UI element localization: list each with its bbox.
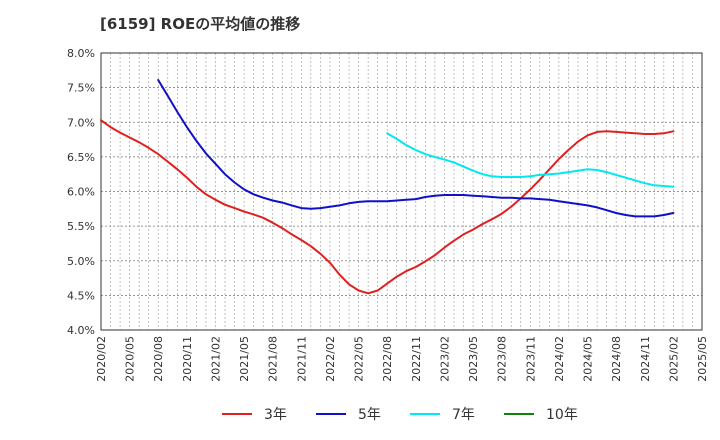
series-line <box>100 119 675 295</box>
legend-label: 3年 <box>264 407 287 423</box>
x-tick-label: 2020/08 <box>152 336 165 382</box>
x-tick-label: 2023/05 <box>467 336 480 382</box>
legend-label: 7年 <box>452 407 475 423</box>
x-tick-label: 2022/05 <box>353 336 366 382</box>
x-tick-label: 2022/08 <box>381 336 394 382</box>
y-tick-label: 8.0% <box>67 47 95 60</box>
x-tick-label: 2023/02 <box>438 336 451 382</box>
series-layer <box>100 79 675 295</box>
x-tick-label: 2025/02 <box>667 336 680 382</box>
x-tick-label: 2024/05 <box>582 336 595 382</box>
x-tick-label: 2021/11 <box>295 336 308 382</box>
y-tick-label: 6.5% <box>67 151 95 164</box>
x-tick-label: 2024/08 <box>610 336 623 382</box>
x-tick-label: 2023/08 <box>496 336 509 382</box>
y-tick-label: 4.5% <box>67 289 95 302</box>
axis-layer: 4.0% 4.5% 5.0% 5.5% 6.0% 6.5% 7.0% 7.5% 8.0% 2020… <box>67 47 709 382</box>
x-tick-label: 2023/11 <box>524 336 537 382</box>
legend: 3年 5年 7年 10年 <box>222 407 578 423</box>
x-tick-label: 2021/05 <box>238 336 251 382</box>
y-tick-label: 7.0% <box>67 116 95 129</box>
x-tick-label: 2020/11 <box>181 336 194 382</box>
y-tick-label: 5.5% <box>67 220 95 233</box>
series-line <box>157 79 675 218</box>
x-tick-label: 2020/02 <box>95 336 108 382</box>
x-tick-label: 2024/02 <box>553 336 566 382</box>
series-line <box>386 132 675 188</box>
x-tick-label: 2022/02 <box>324 336 337 382</box>
plot-frame <box>100 52 703 331</box>
y-tick-label: 5.0% <box>67 255 95 268</box>
x-tick-label: 2025/05 <box>696 336 709 382</box>
chart-title: [6159] ROEの平均値の推移 <box>100 15 301 33</box>
x-tick-label: 2021/02 <box>209 336 222 382</box>
legend-label: 10年 <box>546 407 578 423</box>
y-tick-label: 6.0% <box>67 186 95 199</box>
legend-label: 5年 <box>358 407 381 423</box>
x-tick-label: 2021/08 <box>267 336 280 382</box>
grid-layer <box>101 53 702 330</box>
x-tick-label: 2020/05 <box>124 336 137 382</box>
x-tick-label: 2024/11 <box>639 336 652 382</box>
y-tick-label: 4.0% <box>67 324 95 337</box>
x-tick-label: 2022/11 <box>410 336 423 382</box>
y-tick-label: 7.5% <box>67 82 95 95</box>
